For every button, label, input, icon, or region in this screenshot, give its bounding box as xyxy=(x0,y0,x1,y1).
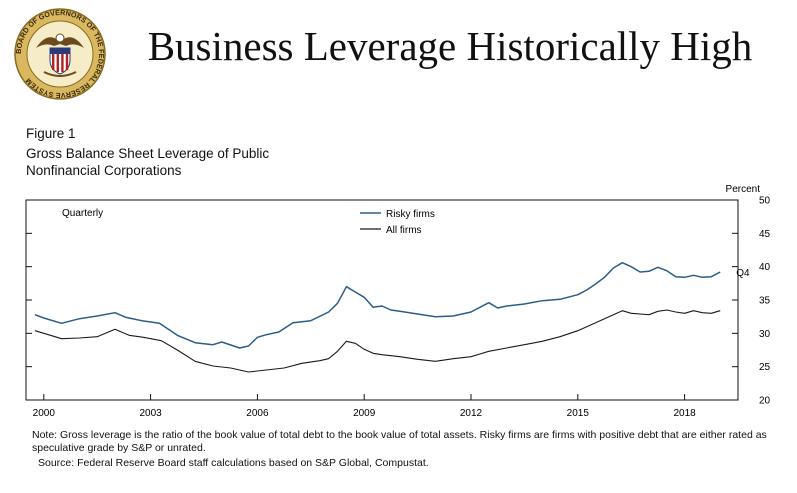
x-tick-label: 2018 xyxy=(673,408,696,419)
frequency-label: Quarterly xyxy=(62,208,103,219)
x-axis: 2000 2003 2006 2009 2012 2015 2018 xyxy=(33,394,696,419)
x-tick-label: 2012 xyxy=(460,408,483,419)
x-tick-label: 2015 xyxy=(567,408,590,419)
figure-note: Note: Gross leverage is the ratio of the… xyxy=(32,429,767,454)
figure-source: Source: Federal Reserve Board staff calc… xyxy=(38,457,429,469)
figure-title-line-1: Gross Balance Sheet Leverage of Public xyxy=(26,146,270,161)
y-tick-label: 20 xyxy=(759,396,771,407)
legend: Risky firms All firms xyxy=(360,209,435,236)
y-tick-label: 30 xyxy=(759,329,771,340)
series-lines xyxy=(34,261,721,373)
x-tick-label: 2003 xyxy=(139,408,162,419)
y-axis-label: Percent xyxy=(726,184,761,195)
y-tick-label: 50 xyxy=(759,196,771,207)
y-tick-label: 45 xyxy=(759,229,771,240)
slide-title: Business Leverage Historically High xyxy=(147,23,753,69)
y-tick-label: 35 xyxy=(759,296,771,307)
legend-risky-label: Risky firms xyxy=(386,209,435,220)
figure-title-line-2: Nonfinancial Corporations xyxy=(26,163,182,178)
x-tick-label: 2006 xyxy=(246,408,269,419)
figure-label: Figure 1 xyxy=(26,126,76,141)
leverage-line-chart: Percent Quarterly Risky firms All firms … xyxy=(25,184,771,419)
y-axis: 20 25 30 35 40 45 50 xyxy=(26,196,771,407)
federal-reserve-seal: BOARD OF GOVERNORS OF THE FEDERAL RESERV… xyxy=(14,8,106,100)
figure-title: Gross Balance Sheet Leverage of Public N… xyxy=(26,145,326,179)
plot-frame xyxy=(25,199,739,401)
y-tick-label: 40 xyxy=(759,262,771,273)
x-tick-label: 2000 xyxy=(33,408,56,419)
eagle-icon xyxy=(36,33,84,77)
end-label-q4: Q4 xyxy=(736,268,750,279)
legend-all-label: All firms xyxy=(386,225,422,236)
x-tick-label: 2009 xyxy=(353,408,376,419)
y-tick-label: 25 xyxy=(759,362,771,373)
series-line-risky-firms xyxy=(34,261,721,349)
series-line-all-firms xyxy=(34,309,721,373)
